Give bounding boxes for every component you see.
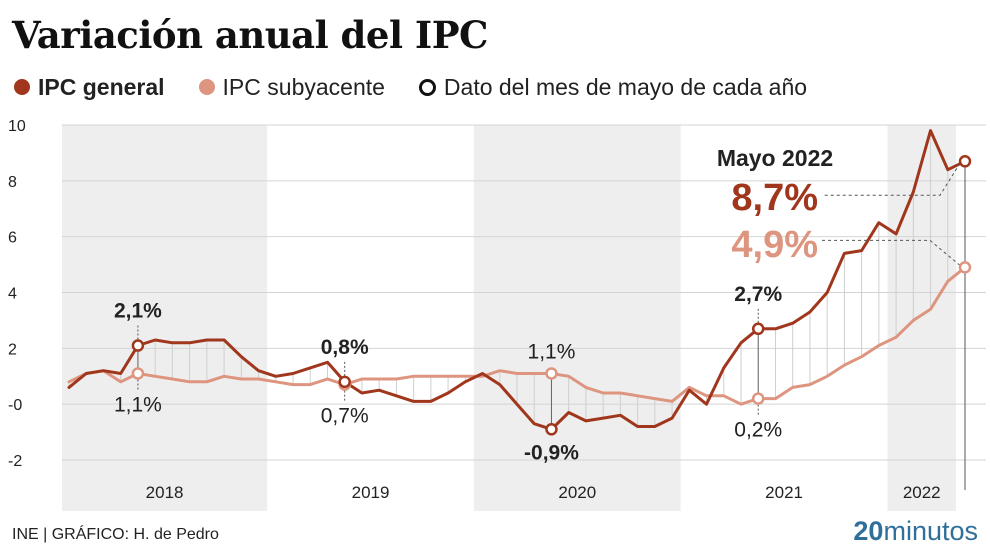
page-title: Variación anual del IPC: [12, 13, 488, 57]
x-tick-label-2019: 2019: [352, 483, 390, 502]
may-marker-general: [338, 375, 351, 389]
core-swatch-icon: [198, 79, 215, 95]
may-label-general: 0,8%: [321, 336, 369, 359]
may-marker-core: [751, 392, 765, 405]
legend-item-general: IPC general: [14, 74, 165, 101]
callout-value-core: 4,9%: [731, 224, 818, 266]
y-tick-label: -2: [8, 453, 22, 470]
x-tick-label-2018: 2018: [146, 483, 184, 502]
year-band-2018: [62, 125, 268, 511]
may-marker-general: [545, 423, 558, 436]
general-swatch-icon: [14, 79, 30, 95]
year-band-2022: [887, 125, 956, 511]
chart-legend: IPC general IPC subyacente Dato del mes …: [14, 72, 841, 102]
y-tick-label: 6: [8, 230, 17, 247]
may-label-core: 1,1%: [114, 393, 162, 416]
callout-value-general: 8,7%: [731, 177, 818, 219]
y-tick-label: 2: [8, 341, 17, 358]
may-label-general: 2,7%: [734, 283, 782, 306]
callout-leader-core: [822, 239, 961, 266]
y-tick-label: 8: [8, 174, 17, 191]
may-marker-core: [545, 367, 558, 380]
legend-label-core: IPC subyacente: [222, 73, 385, 100]
legend-item-core: IPC subyacente: [198, 73, 385, 101]
series-line-core: [67, 265, 967, 406]
year-band-2020: [473, 125, 681, 511]
y-tick-label: -0: [8, 397, 22, 414]
source-note: INE | GRÁFICO: H. de Pedro: [12, 526, 219, 543]
may-label-core: 0,7%: [321, 405, 369, 428]
x-tick-label-2021: 2021: [765, 483, 803, 502]
may-label-general: -0,9%: [524, 441, 579, 464]
may-label-core: 0,2%: [734, 419, 782, 442]
callout-heading: Mayo 2022: [717, 145, 833, 171]
may-label-core: 1,1%: [528, 340, 576, 363]
legend-item-may: Dato del mes de mayo de cada año: [418, 73, 808, 101]
may-marker-general: [751, 322, 765, 336]
y-tick-label: 10: [8, 118, 26, 135]
legend-label-may: Dato del mes de mayo de cada año: [443, 73, 808, 100]
y-tick-label: 4: [8, 286, 17, 303]
legend-label-general: IPC general: [38, 73, 165, 100]
ring-marker-icon: [418, 78, 436, 96]
callout-marker-core: [958, 261, 972, 274]
callout-marker-general: [958, 155, 972, 168]
may-marker-core: [131, 367, 145, 380]
may-marker-general: [131, 339, 145, 352]
brand-number: 20: [853, 516, 884, 546]
brand-logo: 20minutos: [853, 516, 978, 547]
callout-leader-general: [822, 163, 961, 196]
x-tick-label-2020: 2020: [558, 483, 596, 502]
series-line-general: [67, 129, 967, 431]
x-tick-label-2022: 2022: [903, 483, 941, 502]
brand-word: minutos: [883, 516, 978, 546]
may-label-general: 2,1%: [114, 300, 162, 323]
